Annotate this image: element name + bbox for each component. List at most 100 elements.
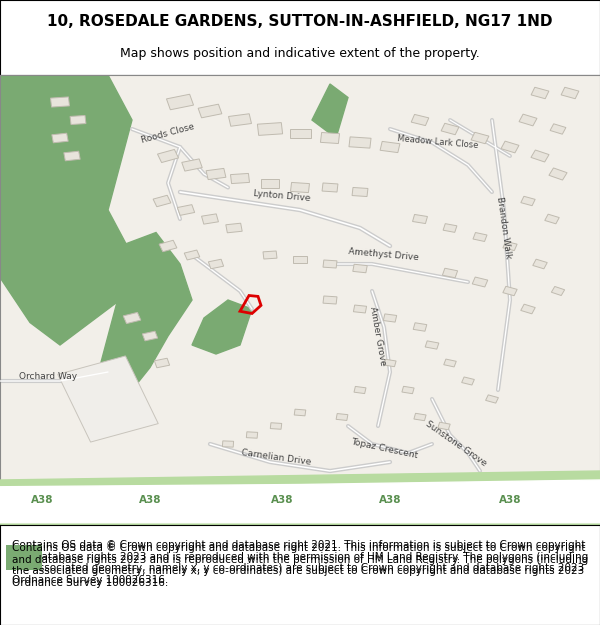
Bar bbox=[263, 251, 277, 259]
Bar bbox=[322, 183, 338, 192]
Bar bbox=[206, 168, 226, 179]
Polygon shape bbox=[12, 84, 108, 156]
Bar bbox=[154, 358, 170, 367]
Bar bbox=[261, 179, 279, 187]
Text: A38: A38 bbox=[139, 495, 161, 505]
Bar bbox=[402, 386, 414, 394]
Bar bbox=[461, 377, 475, 385]
Bar bbox=[6, 545, 42, 570]
Text: Carnelian Drive: Carnelian Drive bbox=[241, 448, 311, 467]
Bar bbox=[472, 277, 488, 287]
Text: A38: A38 bbox=[499, 495, 521, 505]
Polygon shape bbox=[0, 480, 600, 522]
Bar bbox=[414, 413, 426, 421]
Text: Amber Grove: Amber Grove bbox=[368, 306, 388, 366]
Text: Meadow Lark Close: Meadow Lark Close bbox=[397, 134, 479, 151]
Bar bbox=[247, 432, 257, 438]
Bar bbox=[157, 149, 179, 162]
Bar bbox=[521, 196, 535, 206]
Polygon shape bbox=[0, 471, 600, 525]
Text: Amethyst Drive: Amethyst Drive bbox=[349, 248, 419, 262]
Text: Brandon Walk: Brandon Walk bbox=[495, 196, 513, 259]
Bar bbox=[413, 322, 427, 331]
Bar bbox=[52, 133, 68, 142]
Bar bbox=[153, 195, 171, 207]
Bar bbox=[519, 114, 537, 126]
Bar bbox=[123, 312, 141, 324]
Bar bbox=[323, 260, 337, 268]
Bar bbox=[290, 129, 311, 139]
Text: Contains OS data © Crown copyright and database right 2021. This information is : Contains OS data © Crown copyright and d… bbox=[12, 540, 588, 585]
Bar bbox=[353, 305, 367, 313]
Bar bbox=[533, 259, 547, 269]
Text: Topaz Crescent: Topaz Crescent bbox=[350, 437, 418, 460]
Text: A38: A38 bbox=[271, 495, 293, 505]
Bar bbox=[223, 441, 233, 447]
Bar bbox=[230, 173, 250, 184]
Bar bbox=[208, 259, 224, 269]
Bar bbox=[142, 331, 158, 341]
Text: A38: A38 bbox=[31, 495, 53, 505]
Bar bbox=[58, 356, 158, 442]
Bar bbox=[270, 422, 282, 429]
Text: A38: A38 bbox=[379, 495, 401, 505]
Bar bbox=[531, 88, 549, 99]
Bar bbox=[294, 409, 306, 416]
Bar bbox=[531, 150, 549, 162]
Bar bbox=[549, 168, 567, 180]
Bar bbox=[323, 296, 337, 304]
Bar bbox=[545, 214, 559, 224]
Bar bbox=[380, 141, 400, 152]
Bar bbox=[444, 359, 456, 367]
Bar bbox=[438, 422, 450, 430]
Bar bbox=[290, 182, 310, 192]
Bar bbox=[503, 241, 517, 251]
Bar bbox=[50, 97, 70, 107]
Bar bbox=[320, 132, 340, 144]
Bar bbox=[166, 94, 194, 110]
Bar bbox=[425, 341, 439, 349]
Bar bbox=[293, 256, 307, 263]
Bar bbox=[384, 359, 396, 367]
Bar bbox=[503, 286, 517, 296]
Bar bbox=[159, 240, 177, 252]
Bar bbox=[184, 250, 200, 260]
Bar bbox=[442, 268, 458, 278]
Bar bbox=[551, 286, 565, 296]
Bar bbox=[443, 224, 457, 232]
Bar bbox=[182, 159, 202, 171]
Polygon shape bbox=[192, 300, 252, 354]
Bar bbox=[70, 116, 86, 124]
Text: Orchard Way: Orchard Way bbox=[19, 372, 77, 381]
Text: Contains OS data © Crown copyright and database right 2021. This information is : Contains OS data © Crown copyright and d… bbox=[12, 543, 588, 588]
Bar bbox=[501, 141, 519, 153]
Bar bbox=[550, 124, 566, 134]
Bar bbox=[257, 122, 283, 136]
Bar bbox=[352, 188, 368, 196]
Bar bbox=[441, 123, 459, 135]
Polygon shape bbox=[96, 232, 192, 399]
Text: Map shows position and indicative extent of the property.: Map shows position and indicative extent… bbox=[120, 48, 480, 61]
Bar bbox=[64, 151, 80, 161]
Text: 10, ROSEDALE GARDENS, SUTTON-IN-ASHFIELD, NG17 1ND: 10, ROSEDALE GARDENS, SUTTON-IN-ASHFIELD… bbox=[47, 14, 553, 29]
Bar bbox=[336, 414, 348, 421]
Bar bbox=[229, 114, 251, 126]
Polygon shape bbox=[312, 84, 348, 138]
Bar bbox=[202, 214, 218, 224]
Bar bbox=[226, 223, 242, 232]
Bar bbox=[178, 204, 194, 216]
Bar bbox=[473, 232, 487, 241]
Bar bbox=[354, 386, 366, 394]
Bar bbox=[485, 395, 499, 403]
Bar bbox=[471, 132, 489, 144]
Bar bbox=[411, 114, 429, 126]
Bar bbox=[561, 88, 579, 99]
Bar bbox=[521, 304, 535, 314]
Text: Sunstone Grove: Sunstone Grove bbox=[424, 419, 488, 468]
Text: Lynton Drive: Lynton Drive bbox=[253, 189, 311, 204]
Bar bbox=[353, 264, 367, 272]
Bar bbox=[198, 104, 222, 118]
Bar bbox=[383, 314, 397, 322]
Polygon shape bbox=[0, 75, 132, 345]
Bar bbox=[413, 214, 427, 224]
